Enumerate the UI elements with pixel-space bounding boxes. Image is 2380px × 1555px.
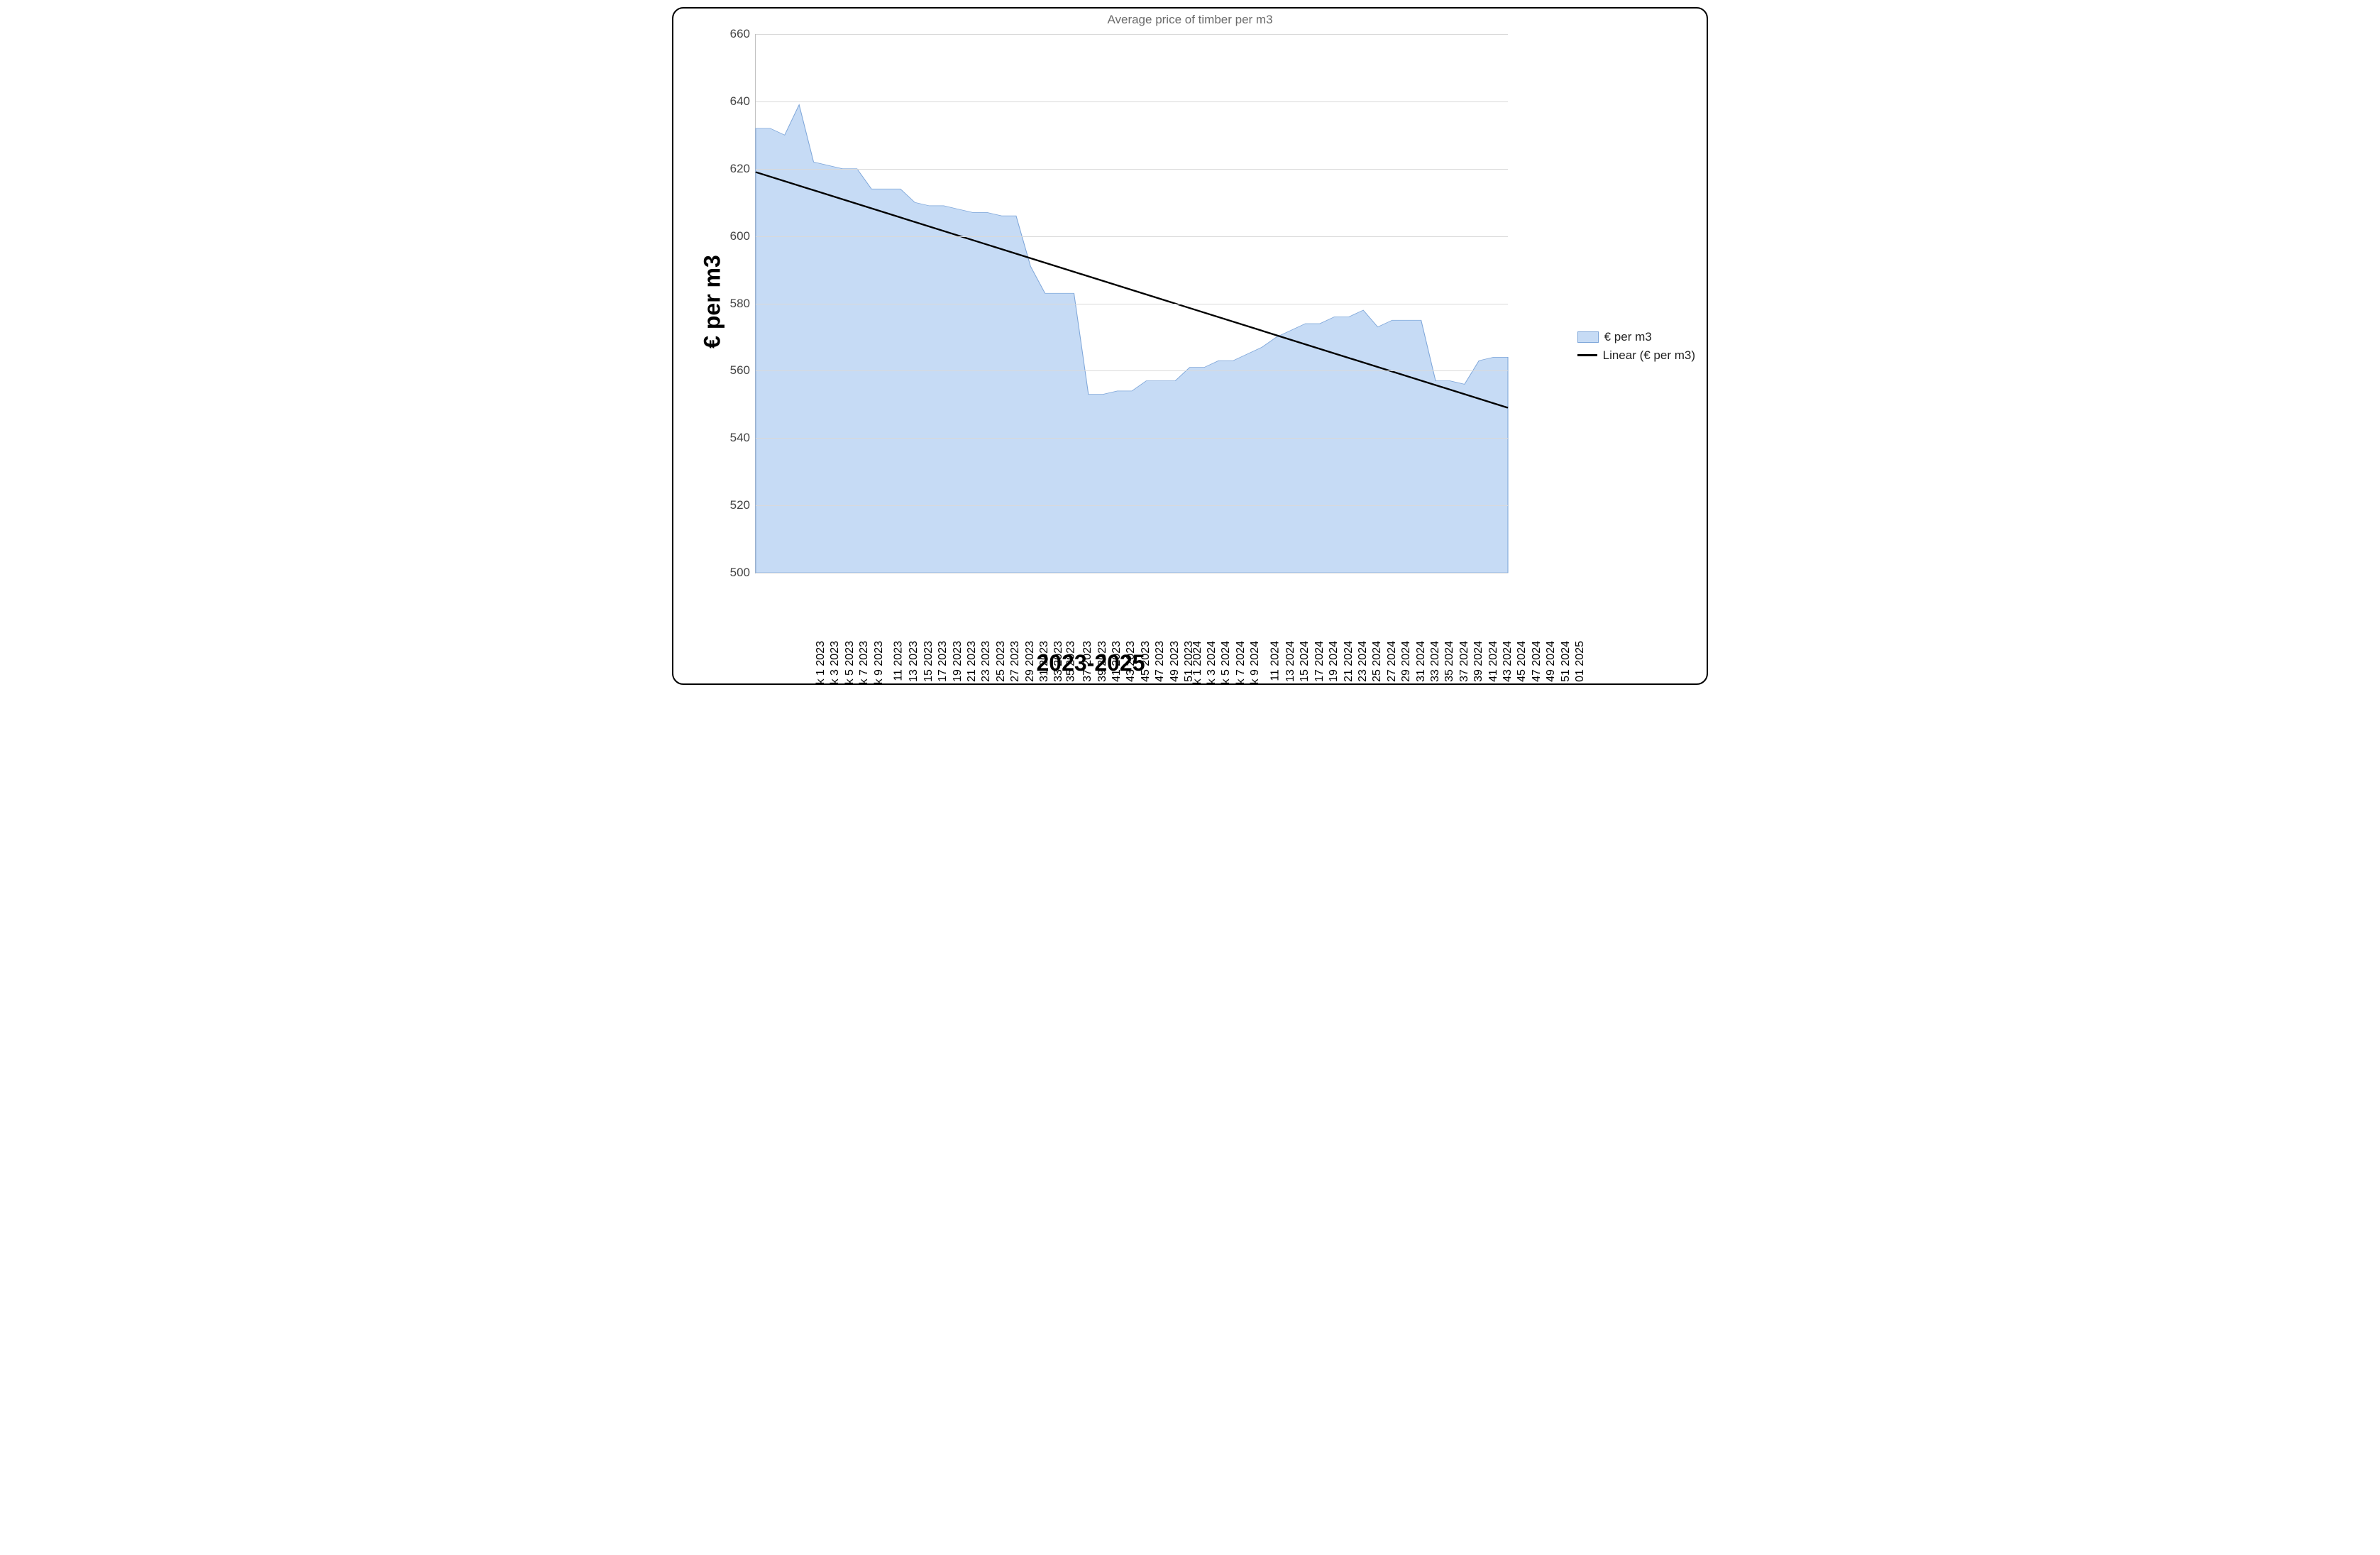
x-axis-labels: Week 1 2023Week 3 2023Week 5 2023Week 7 … (755, 573, 1508, 641)
gridline (756, 101, 1508, 102)
legend-item-line: Linear (€ per m3) (1577, 348, 1695, 363)
x-tick-label: Week 51 2024 (1559, 641, 1572, 685)
gridline (756, 438, 1508, 439)
y-tick-label: 500 (730, 566, 756, 580)
gridline (756, 370, 1508, 371)
legend-swatch-line (1577, 354, 1597, 356)
y-axis-label: € per m3 (700, 255, 726, 348)
y-tick-label: 540 (730, 431, 756, 445)
y-tick-label: 600 (730, 229, 756, 243)
plot-area-wrap: € per m3 500520540560580600620640660 (705, 30, 1508, 573)
legend-label-area: € per m3 (1604, 330, 1652, 344)
chart-title: Average price of timber per m3 (673, 13, 1707, 27)
x-tick-label: Week 49 2024 (1545, 641, 1558, 685)
chart-frame: Average price of timber per m3 € per m3 … (672, 7, 1708, 685)
y-tick-label: 580 (730, 297, 756, 311)
x-axis-title: 2023-2025 (673, 650, 1508, 676)
plot-area: 500520540560580600620640660 (755, 34, 1508, 573)
x-tick-label: Week 47 2024 (1531, 641, 1543, 685)
gridline (756, 169, 1508, 170)
y-tick-label: 520 (730, 498, 756, 512)
y-tick-label: 660 (730, 27, 756, 41)
legend: € per m3 Linear (€ per m3) (1577, 326, 1695, 367)
gridline (756, 34, 1508, 35)
y-tick-label: 640 (730, 94, 756, 109)
x-tick-label: Week 45 2024 (1516, 641, 1528, 685)
y-tick-label: 560 (730, 363, 756, 378)
legend-item-area: € per m3 (1577, 330, 1695, 344)
gridline (756, 505, 1508, 506)
area-series (756, 105, 1508, 573)
y-tick-label: 620 (730, 162, 756, 176)
gridline (756, 236, 1508, 237)
legend-label-line: Linear (€ per m3) (1603, 348, 1695, 363)
x-tick-label: Week 01 2025 (1574, 641, 1587, 685)
legend-swatch-area (1577, 331, 1599, 343)
